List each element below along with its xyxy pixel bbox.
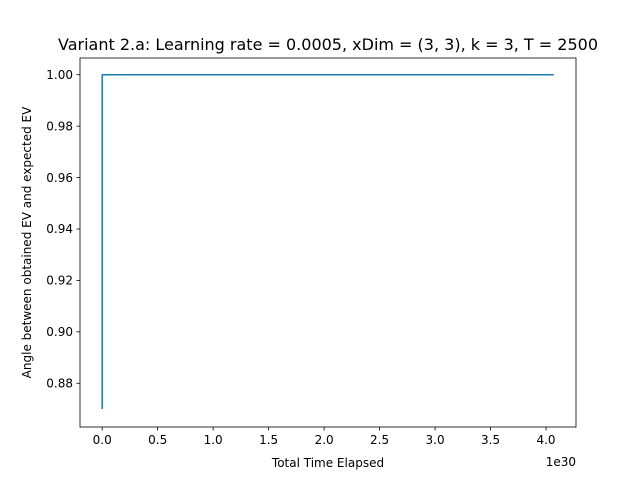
x-tick-label: 0.0: [93, 433, 112, 447]
y-tick-label: 0.92: [46, 274, 73, 288]
x-axis-offset-label: 1e30: [546, 455, 576, 469]
y-tick-label: 0.90: [46, 325, 73, 339]
x-tick-label: 2.0: [315, 433, 334, 447]
y-tick-label: 0.98: [46, 119, 73, 133]
x-tick-label: 3.0: [426, 433, 445, 447]
x-tick-label: 4.0: [536, 433, 555, 447]
y-tick-label: 1.00: [46, 68, 73, 82]
y-axis-label: Angle between obtained EV and expected E…: [20, 106, 34, 378]
chart-title: Variant 2.a: Learning rate = 0.0005, xDi…: [58, 35, 598, 54]
x-tick-label: 2.5: [370, 433, 389, 447]
x-axis-label: Total Time Elapsed: [271, 456, 384, 470]
x-axis-ticks: 0.0 0.5 1.0 1.5 2.0 2.5 3.0 3.5 4.0: [93, 427, 556, 447]
y-axis-ticks: 0.88 0.90 0.92 0.94 0.96 0.98 1.00: [46, 68, 80, 390]
plot-frame: [79, 57, 577, 428]
x-tick-label: 1.0: [204, 433, 223, 447]
y-tick-label: 0.96: [46, 171, 73, 185]
series-line-0: [101, 73, 554, 409]
x-tick-label: 0.5: [148, 433, 167, 447]
y-tick-label: 0.94: [46, 222, 73, 236]
y-tick-label: 0.88: [46, 376, 73, 390]
series-layer: [101, 73, 554, 409]
x-tick-label: 1.5: [259, 433, 278, 447]
x-tick-label: 3.5: [481, 433, 500, 447]
